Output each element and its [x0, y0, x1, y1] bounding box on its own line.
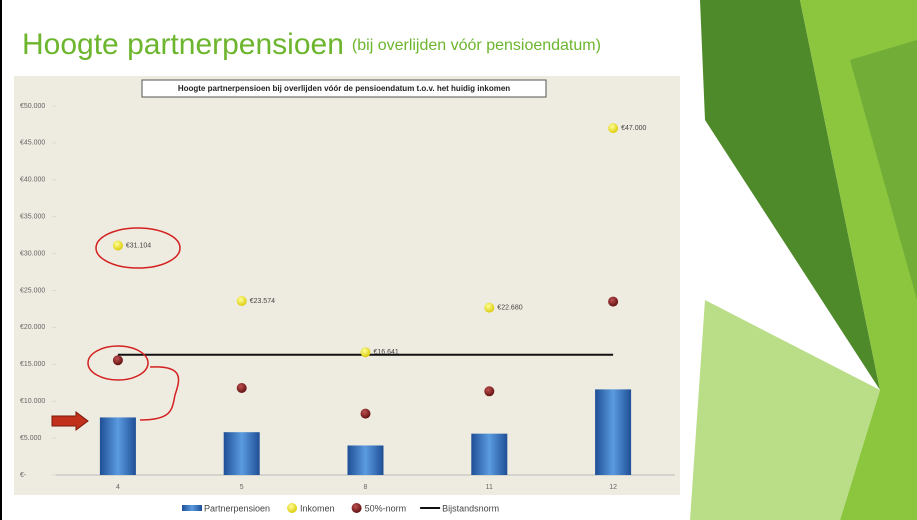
legend-swatch — [352, 503, 362, 513]
y-tick-label: €45.000 — [20, 140, 45, 147]
slide-title: Hoogte partnerpensioen(bij overlijden vó… — [22, 28, 601, 61]
y-tick-label: €35.000 — [20, 214, 45, 221]
legend-label: Partnerpensioen — [204, 503, 270, 513]
value-label: €22.680 — [497, 304, 522, 311]
dot — [113, 355, 123, 365]
y-tick-label: €5.000 — [20, 435, 42, 442]
legend-swatch — [287, 503, 297, 513]
legend-item: Bijstandsnorm — [420, 503, 499, 513]
y-tick-label: €10.000 — [20, 398, 45, 405]
slide-border — [0, 0, 2, 520]
dot — [237, 383, 247, 393]
value-label: €23.574 — [250, 298, 275, 305]
y-tick-label: €25.000 — [20, 287, 45, 294]
legend-item: 50%-norm — [352, 503, 407, 513]
legend-label: Inkomen — [300, 503, 335, 513]
dot — [237, 296, 247, 306]
dot — [361, 347, 371, 357]
chart-title: Hoogte partnerpensioen bij overlijden vó… — [178, 84, 510, 93]
dot — [608, 123, 618, 133]
y-tick-label: €30.000 — [20, 250, 45, 257]
y-tick-label: €40.000 — [20, 177, 45, 184]
legend-label: 50%-norm — [365, 503, 407, 513]
value-label: €47.000 — [621, 125, 646, 132]
y-tick-label: €50.000 — [20, 103, 45, 110]
legend-swatch — [182, 505, 202, 511]
legend-item: Partnerpensioen — [182, 503, 270, 513]
y-tick-label: €- — [20, 472, 27, 479]
x-tick-label: 8 — [364, 484, 368, 491]
value-label: €16.641 — [374, 349, 399, 356]
dot — [113, 240, 123, 250]
slide: Hoogte partnerpensioen(bij overlijden vó… — [0, 0, 917, 520]
value-label: €31.104 — [126, 242, 151, 249]
x-tick-label: 11 — [486, 484, 493, 491]
legend-label: Bijstandsnorm — [442, 503, 499, 513]
dot — [361, 409, 371, 419]
dot — [484, 303, 494, 313]
dot — [484, 386, 494, 396]
y-tick-label: €20.000 — [20, 324, 45, 331]
dot — [608, 297, 618, 307]
bar — [595, 389, 631, 475]
x-tick-label: 12 — [609, 484, 617, 491]
x-tick-label: 5 — [240, 484, 244, 491]
bar — [100, 417, 136, 475]
y-tick-label: €15.000 — [20, 361, 45, 368]
bar — [348, 445, 384, 475]
decoration — [690, 0, 917, 520]
bar — [224, 432, 260, 475]
legend-item: Inkomen — [287, 503, 335, 513]
x-tick-label: 4 — [116, 484, 120, 491]
bar — [471, 434, 507, 475]
